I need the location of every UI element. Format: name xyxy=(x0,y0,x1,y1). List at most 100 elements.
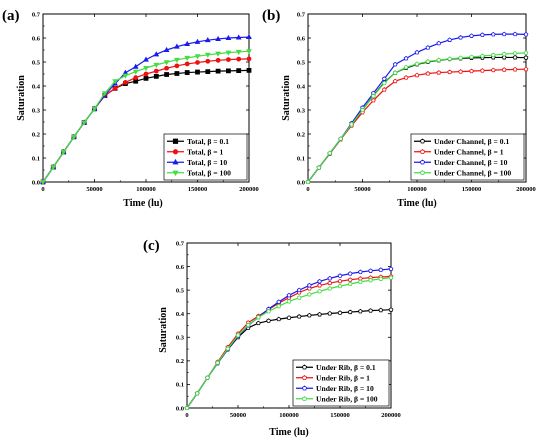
data-point xyxy=(123,80,128,85)
y-tick-label: 0.3 xyxy=(297,107,306,114)
data-point xyxy=(286,315,292,320)
data-point xyxy=(480,68,485,73)
data-point xyxy=(388,307,394,312)
data-point xyxy=(132,63,139,69)
legend-marker xyxy=(419,138,426,144)
series-4 xyxy=(305,50,529,185)
y-tick-label: 0.2 xyxy=(176,358,184,365)
data-point xyxy=(307,291,312,297)
legend-marker xyxy=(301,385,308,391)
y-axis-title: Saturation xyxy=(158,307,169,353)
data-point xyxy=(266,318,271,323)
data-point xyxy=(316,165,322,170)
data-point xyxy=(403,64,409,70)
data-point xyxy=(327,280,333,286)
data-point xyxy=(381,87,387,92)
y-tick-label: 0.5 xyxy=(32,59,41,66)
legend-item: Total, β = 10 xyxy=(167,158,227,167)
data-point xyxy=(226,68,231,74)
data-point xyxy=(337,273,343,278)
y-tick-label: 0.0 xyxy=(297,179,305,186)
data-point xyxy=(225,346,231,351)
x-tick-label: 50000 xyxy=(354,186,370,193)
data-point xyxy=(143,75,149,81)
data-point xyxy=(327,285,333,291)
data-point xyxy=(153,68,159,74)
data-point xyxy=(347,281,353,287)
plot-area: 0 50000 100000 150000 200000 0.0 0.1 0.2 0.3 0.4 0… xyxy=(176,240,401,419)
y-tick-label: 0.0 xyxy=(32,179,40,186)
data-point xyxy=(338,136,344,141)
data-point xyxy=(153,74,159,79)
data-point xyxy=(40,180,46,186)
data-point xyxy=(347,277,353,282)
data-point xyxy=(388,266,394,271)
data-point xyxy=(215,57,221,63)
data-point xyxy=(425,59,431,64)
data-point xyxy=(307,312,312,318)
y-tick-label: 0.7 xyxy=(32,11,41,18)
legend-label: Total, β = 100 xyxy=(187,168,231,177)
data-point xyxy=(347,271,353,276)
data-point xyxy=(163,60,170,66)
legend-marker xyxy=(172,149,179,155)
data-point xyxy=(414,49,420,55)
data-point xyxy=(317,278,322,284)
data-point xyxy=(174,57,180,63)
data-point xyxy=(195,69,200,75)
data-point xyxy=(246,33,252,40)
legend-label: Under Rib, β = 0.1 xyxy=(316,363,376,372)
y-tick-label: 0.6 xyxy=(297,35,306,42)
data-point xyxy=(414,61,420,66)
data-point xyxy=(371,93,376,99)
data-point xyxy=(246,49,252,55)
data-point xyxy=(501,51,507,57)
data-point xyxy=(225,34,232,40)
legend-label: Under Channel, β = 0.1 xyxy=(434,137,509,146)
data-point xyxy=(469,54,474,59)
data-point xyxy=(512,66,518,72)
data-point xyxy=(215,35,221,41)
x-tick-label: 50000 xyxy=(230,412,246,419)
y-tick-label: 0.5 xyxy=(297,59,306,66)
data-point xyxy=(458,69,463,74)
data-point xyxy=(305,179,311,185)
data-point xyxy=(388,275,394,280)
data-point xyxy=(337,283,343,289)
data-point xyxy=(501,31,507,37)
data-point xyxy=(174,71,180,76)
data-point xyxy=(392,78,398,84)
y-tick-label: 0.5 xyxy=(176,287,185,294)
x-tick-label: 150000 xyxy=(462,186,482,193)
data-point xyxy=(523,66,529,72)
data-point xyxy=(50,165,57,171)
panel-label: (b) xyxy=(262,8,280,24)
data-point xyxy=(204,37,211,43)
data-point xyxy=(215,68,221,74)
data-point xyxy=(153,62,160,68)
data-point xyxy=(447,69,453,75)
data-point xyxy=(143,66,149,72)
data-point xyxy=(235,49,242,56)
data-point xyxy=(184,61,190,67)
data-point xyxy=(276,303,282,309)
data-point xyxy=(204,52,211,58)
data-point xyxy=(403,55,409,61)
data-point xyxy=(392,70,398,75)
data-point xyxy=(480,32,485,37)
data-point xyxy=(436,57,442,63)
data-point xyxy=(163,46,170,52)
legend-marker xyxy=(301,364,308,370)
data-point xyxy=(266,308,271,314)
data-point xyxy=(392,61,398,67)
data-point xyxy=(469,68,474,74)
y-tick-label: 0.6 xyxy=(32,35,41,42)
data-point xyxy=(296,314,302,319)
data-point xyxy=(458,55,463,60)
y-tick-label: 0.3 xyxy=(32,107,41,114)
x-tick-label: 0 xyxy=(41,186,44,193)
x-tick-label: 100000 xyxy=(279,412,299,419)
